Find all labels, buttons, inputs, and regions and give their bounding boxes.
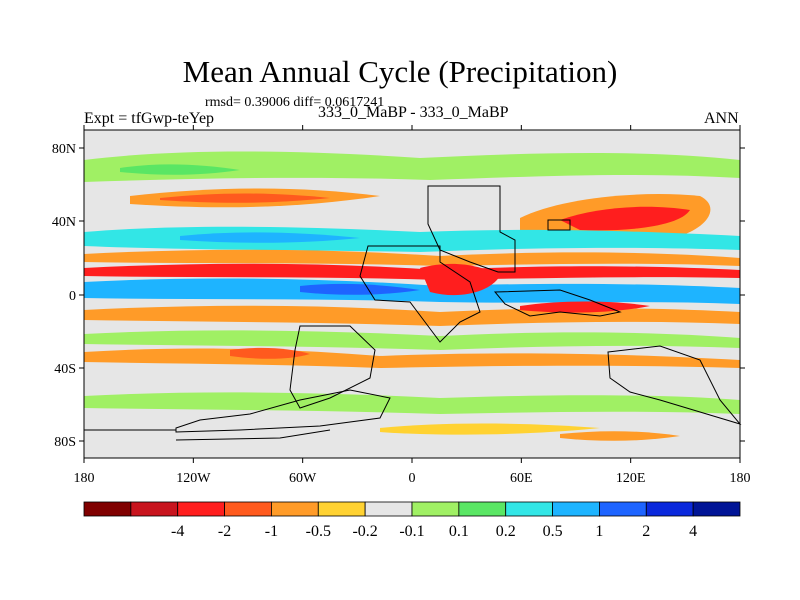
contour-fill	[84, 392, 740, 414]
latitude-axis: 80N 40N 0 40S 80S	[52, 142, 745, 450]
colorbar-swatch	[83, 501, 132, 517]
experiment-label: Expt = tfGwp-teYep	[84, 110, 215, 127]
colorbar-swatch	[364, 501, 413, 517]
colorbar-label: -0.5	[306, 523, 331, 540]
contour-fill	[84, 330, 740, 350]
contour-fill	[420, 263, 500, 296]
colorbar-swatch	[177, 501, 225, 517]
colorbar-swatch	[271, 501, 319, 517]
colorbar-label: -0.2	[352, 523, 377, 540]
colorbar-swatch	[505, 501, 553, 517]
lat-tick-label: 80N	[52, 142, 76, 157]
contour-fill	[520, 301, 650, 313]
chart-title: Mean Annual Cycle (Precipitation)	[182, 54, 618, 89]
colorbar: -4 -2 -1 -0.5 -0.2 -0.1 0.1 0.2 0.5 1 2 4	[83, 501, 741, 540]
contour-fill	[160, 193, 330, 203]
colorbar-label: 0.2	[496, 523, 516, 540]
map-panel: 80N 40N 0 40S 80S 180 120W 60W 0 60E 120E 180	[52, 125, 751, 486]
coastline	[359, 245, 481, 343]
coastline	[547, 219, 571, 231]
colorbar-swatch	[458, 501, 507, 517]
colorbar-label: -4	[171, 523, 184, 540]
case-label: 333_0_MaBP - 333_0_MaBP	[318, 104, 509, 121]
contour-fill	[84, 278, 740, 304]
lat-tick-label: 40N	[52, 215, 76, 230]
colorbar-swatch	[130, 501, 179, 517]
lat-tick-label: 0	[69, 289, 76, 304]
contour-fill	[300, 283, 420, 295]
coastline	[607, 345, 742, 425]
colorbar-label: 4	[689, 523, 697, 540]
contour-fill	[84, 151, 740, 182]
colorbar-swatch	[645, 501, 694, 517]
continent-outlines	[84, 185, 742, 441]
longitude-axis: 180 120W 60W 0 60E 120E 180	[74, 125, 751, 486]
lat-tick-label: 80S	[54, 435, 76, 450]
colorbar-label: 2	[642, 523, 650, 540]
precip-field	[84, 151, 740, 441]
lon-tick-label: 120E	[616, 471, 646, 486]
contour-fill	[230, 347, 310, 359]
coastline	[493, 289, 622, 317]
lon-tick-label: 60E	[510, 471, 533, 486]
lon-tick-label: 180	[74, 471, 95, 486]
contour-fill	[120, 164, 240, 175]
coastline	[84, 429, 331, 441]
coastline	[427, 185, 516, 273]
colorbar-label: 0.5	[543, 523, 563, 540]
contour-fill	[560, 206, 690, 231]
lon-tick-label: 120W	[176, 471, 211, 486]
colorbar-label: -2	[218, 523, 231, 540]
lon-tick-label: 180	[730, 471, 751, 486]
colorbar-swatch	[599, 501, 647, 517]
coastline	[289, 325, 376, 409]
contour-fill	[84, 249, 740, 266]
season-label: ANN	[704, 110, 739, 127]
lon-tick-label: 60W	[289, 471, 317, 486]
colorbar-swatch	[411, 501, 460, 517]
colorbar-label: -1	[265, 523, 278, 540]
colorbar-label: 0.1	[449, 523, 469, 540]
colorbar-swatch	[692, 501, 741, 517]
colorbar-swatch	[224, 501, 272, 517]
colorbar-label: -0.1	[399, 523, 424, 540]
contour-fill	[84, 263, 740, 280]
lat-tick-label: 40S	[54, 362, 76, 377]
coastline	[175, 389, 391, 433]
contour-fill	[180, 232, 360, 243]
colorbar-swatch	[552, 501, 600, 517]
contour-fill	[560, 431, 680, 441]
contour-fill	[380, 423, 600, 435]
lon-tick-label: 0	[409, 471, 416, 486]
colorbar-swatch	[317, 501, 366, 517]
stats-label: rmsd= 0.39006 diff= 0.0617241	[205, 95, 385, 110]
colorbar-label: 1	[595, 523, 603, 540]
